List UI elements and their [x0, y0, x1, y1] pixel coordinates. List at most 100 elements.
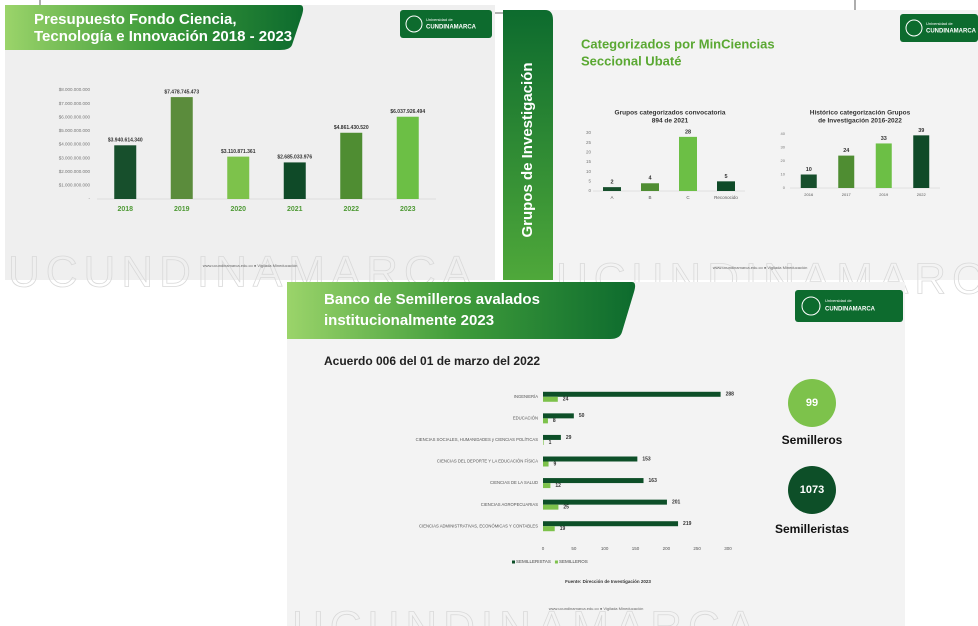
value-label: 153 — [642, 456, 651, 462]
slide-title: Categorizados por MinCiencias — [581, 36, 775, 51]
legend-label: SEMILLERISTAS — [516, 559, 551, 564]
y-tick-label: CIENCIAS ADMINISTRATIVAS, ECONÓMICAS Y C… — [419, 523, 538, 528]
y-tick-label: 0 — [588, 188, 591, 193]
x-tick-label: 2023 — [400, 206, 416, 213]
y-tick-label: $4.000.000.000 — [59, 142, 91, 147]
x-tick-label: 2017 — [842, 192, 852, 197]
bar — [717, 181, 735, 191]
bar — [543, 439, 544, 445]
stat-value: 1073 — [800, 484, 824, 496]
slide-3: Banco de Semilleros avalados institucion… — [287, 282, 905, 626]
chart-title: de Investigación 2016-2022 — [818, 118, 902, 125]
slide-subtitle: Acuerdo 006 del 01 de marzo del 2022 — [324, 354, 540, 368]
logo-text: CUNDINAMARCA — [426, 25, 477, 31]
y-tick-label: 25 — [586, 140, 592, 145]
side-banner — [503, 10, 553, 280]
logo-text: CUNDINAMARCA — [825, 307, 876, 313]
value-label: 24 — [563, 397, 569, 403]
legend-swatch — [512, 560, 515, 564]
stat-value: 99 — [806, 397, 818, 409]
bar — [543, 526, 555, 532]
y-tick-label: CIENCIAS DEL DEPORTE Y LA EDUCACIÓN FÍSI… — [437, 459, 538, 464]
logo-text: Universidad de — [926, 21, 953, 26]
bar — [543, 504, 559, 510]
slide-bg — [287, 282, 905, 626]
x-tick-label: 250 — [693, 546, 701, 551]
y-tick-label: EDUCACIÓN — [513, 415, 538, 420]
bar — [114, 145, 137, 199]
value-label: 39 — [918, 128, 924, 134]
x-tick-label: 2021 — [287, 206, 303, 213]
bar — [641, 183, 659, 191]
value-label: 9 — [554, 461, 557, 467]
value-label: 12 — [555, 483, 561, 489]
chart-title: Grupos categorizados convocatoria — [615, 110, 726, 117]
bar — [543, 483, 551, 489]
stat-label: Semilleristas — [775, 522, 849, 536]
bar — [543, 396, 558, 402]
bar — [543, 413, 574, 419]
bar — [543, 461, 549, 467]
bar — [838, 155, 855, 188]
legend-swatch — [554, 560, 558, 564]
bar — [227, 156, 250, 199]
bar — [283, 162, 306, 199]
chart-title: 894 de 2021 — [652, 118, 689, 125]
y-tick-label: 10 — [781, 172, 786, 177]
x-tick-label: 0 — [542, 546, 545, 551]
value-label: 288 — [726, 392, 735, 398]
y-tick-label: CIENCIAS AGROPECUARIAS — [481, 502, 538, 507]
value-label: 5 — [724, 174, 727, 180]
bar — [543, 434, 561, 440]
bar — [603, 187, 621, 191]
x-tick-label: 100 — [601, 546, 609, 551]
y-tick-label: $2.000.000.000 — [59, 169, 91, 174]
bar — [543, 456, 638, 462]
y-tick-label: INGENIERÍA — [514, 394, 538, 399]
x-tick-label: 200 — [663, 546, 671, 551]
logo — [795, 290, 903, 322]
value-label: 50 — [579, 413, 585, 419]
x-tick-label: 2016 — [804, 192, 814, 197]
value-label: 10 — [806, 167, 812, 173]
stat-label: Semilleros — [782, 433, 843, 447]
value-label: 8 — [553, 418, 556, 424]
bar — [543, 391, 721, 397]
y-tick-label: 20 — [586, 150, 592, 155]
y-tick-label: 0 — [783, 185, 786, 190]
value-label: 24 — [843, 148, 850, 154]
slide-title: Banco de Semilleros avalados — [324, 291, 540, 308]
bar — [913, 135, 930, 188]
x-tick-label: 2018 — [117, 206, 133, 213]
value-label: 19 — [560, 526, 566, 532]
x-tick-label: 2019 — [879, 192, 889, 197]
x-tick-label: Reconocido — [714, 195, 738, 200]
bar — [543, 478, 644, 484]
x-tick-label: 2022 — [917, 192, 927, 197]
y-tick-label: CIENCIAS SOCIALES, HUMANIDADES y CIENCIA… — [416, 437, 539, 442]
watermark: UCUNDINAMARCA — [292, 603, 761, 626]
value-label: 163 — [649, 478, 658, 484]
value-label: 29 — [566, 435, 572, 441]
logo — [400, 10, 492, 38]
slide-title: Presupuesto Fondo Ciencia, — [34, 11, 237, 28]
stat-circle — [788, 379, 836, 427]
y-tick-label: $8.000.000.000 — [59, 87, 91, 92]
x-tick-label: A — [610, 195, 613, 200]
bar — [543, 499, 667, 505]
y-tick-label: 15 — [586, 159, 592, 164]
x-tick-label: 300 — [724, 546, 732, 551]
footer: www.ucundinamarca.edu.co ● Vigilada Mine… — [203, 263, 298, 268]
source-note: Fuente: Dirección de Investigación 2023 — [565, 579, 651, 584]
value-label: $4.861.430.520 — [334, 125, 369, 131]
value-label: $3.940.614.340 — [108, 138, 143, 144]
bar — [875, 143, 892, 188]
value-label: 28 — [685, 129, 691, 135]
value-label: 33 — [881, 136, 887, 142]
value-label: 25 — [563, 504, 569, 510]
footer: www.ucundinamarca.edu.co ● Vigilada Mine… — [549, 606, 644, 611]
logo-icon — [801, 296, 821, 316]
x-tick-label: B — [648, 195, 651, 200]
x-tick-label: 50 — [571, 546, 577, 551]
legend-label: SEMILLEROS — [559, 559, 588, 564]
